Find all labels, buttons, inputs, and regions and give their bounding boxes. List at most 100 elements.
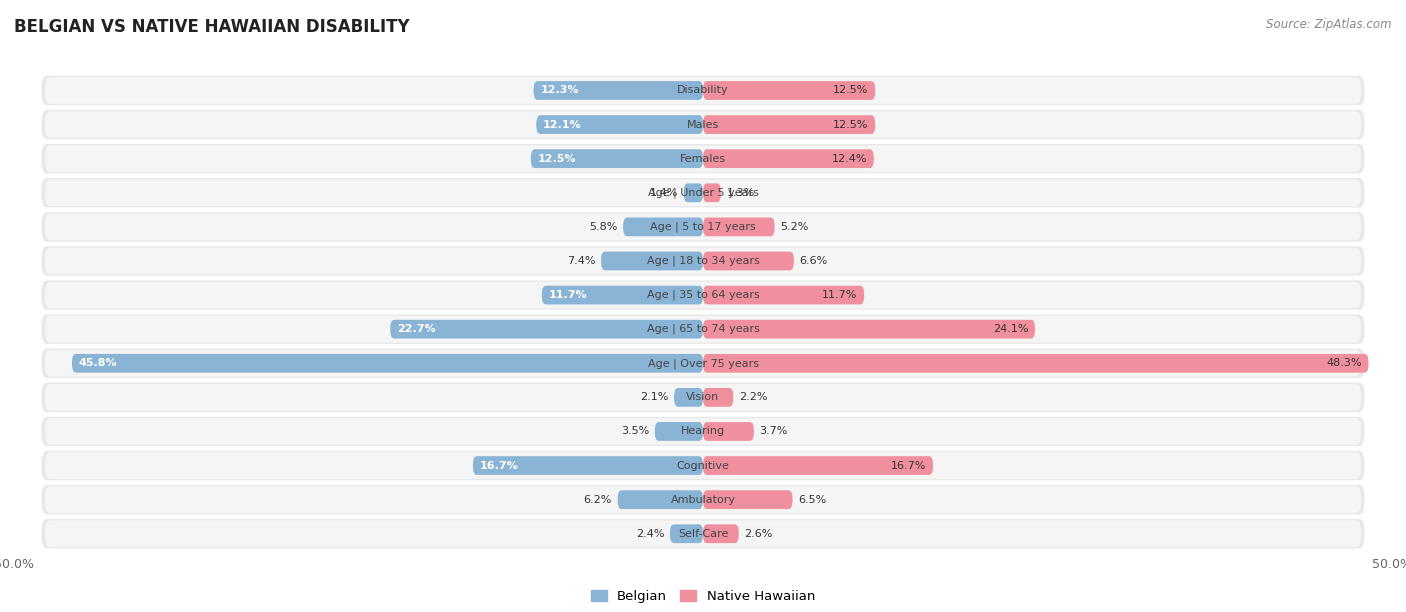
FancyBboxPatch shape [45, 350, 1361, 376]
FancyBboxPatch shape [531, 149, 703, 168]
Text: 12.1%: 12.1% [543, 119, 582, 130]
Text: Ambulatory: Ambulatory [671, 494, 735, 505]
Text: BELGIAN VS NATIVE HAWAIIAN DISABILITY: BELGIAN VS NATIVE HAWAIIAN DISABILITY [14, 18, 409, 36]
FancyBboxPatch shape [42, 382, 1364, 412]
Text: Cognitive: Cognitive [676, 461, 730, 471]
FancyBboxPatch shape [42, 485, 1364, 514]
Text: 12.5%: 12.5% [832, 86, 869, 95]
Text: 2.2%: 2.2% [738, 392, 768, 402]
Text: 12.5%: 12.5% [832, 119, 869, 130]
FancyBboxPatch shape [42, 76, 1364, 105]
FancyBboxPatch shape [703, 81, 875, 100]
FancyBboxPatch shape [42, 178, 1364, 207]
Text: 5.2%: 5.2% [780, 222, 808, 232]
Text: Age | 18 to 34 years: Age | 18 to 34 years [647, 256, 759, 266]
FancyBboxPatch shape [42, 212, 1364, 242]
FancyBboxPatch shape [45, 487, 1361, 513]
FancyBboxPatch shape [703, 149, 875, 168]
Text: 12.4%: 12.4% [831, 154, 868, 163]
Text: 2.6%: 2.6% [744, 529, 773, 539]
Text: Age | 65 to 74 years: Age | 65 to 74 years [647, 324, 759, 334]
Text: Self-Care: Self-Care [678, 529, 728, 539]
FancyBboxPatch shape [42, 417, 1364, 446]
FancyBboxPatch shape [45, 214, 1361, 240]
Text: 6.5%: 6.5% [799, 494, 827, 505]
FancyBboxPatch shape [541, 286, 703, 304]
Text: Source: ZipAtlas.com: Source: ZipAtlas.com [1267, 18, 1392, 31]
FancyBboxPatch shape [391, 320, 703, 338]
Text: Disability: Disability [678, 86, 728, 95]
FancyBboxPatch shape [703, 217, 775, 236]
FancyBboxPatch shape [42, 280, 1364, 310]
Text: Females: Females [681, 154, 725, 163]
FancyBboxPatch shape [623, 217, 703, 236]
FancyBboxPatch shape [45, 146, 1361, 172]
Legend: Belgian, Native Hawaiian: Belgian, Native Hawaiian [585, 584, 821, 608]
FancyBboxPatch shape [42, 246, 1364, 275]
Text: 3.5%: 3.5% [621, 427, 650, 436]
FancyBboxPatch shape [42, 519, 1364, 548]
Text: 1.4%: 1.4% [650, 188, 678, 198]
FancyBboxPatch shape [703, 354, 1368, 373]
FancyBboxPatch shape [72, 354, 703, 373]
FancyBboxPatch shape [655, 422, 703, 441]
FancyBboxPatch shape [45, 179, 1361, 206]
Text: 5.8%: 5.8% [589, 222, 617, 232]
FancyBboxPatch shape [45, 418, 1361, 445]
FancyBboxPatch shape [45, 77, 1361, 104]
FancyBboxPatch shape [703, 320, 1035, 338]
Text: Vision: Vision [686, 392, 720, 402]
Text: 11.7%: 11.7% [548, 290, 588, 300]
FancyBboxPatch shape [703, 422, 754, 441]
Text: 48.3%: 48.3% [1326, 358, 1361, 368]
FancyBboxPatch shape [42, 144, 1364, 173]
Text: 2.1%: 2.1% [640, 392, 669, 402]
FancyBboxPatch shape [45, 248, 1361, 274]
Text: 12.3%: 12.3% [540, 86, 579, 95]
Text: 2.4%: 2.4% [636, 529, 665, 539]
FancyBboxPatch shape [703, 388, 734, 407]
FancyBboxPatch shape [617, 490, 703, 509]
Text: 22.7%: 22.7% [396, 324, 436, 334]
FancyBboxPatch shape [703, 252, 794, 271]
Text: 16.7%: 16.7% [891, 461, 927, 471]
Text: Age | Under 5 years: Age | Under 5 years [648, 187, 758, 198]
FancyBboxPatch shape [703, 524, 738, 543]
FancyBboxPatch shape [669, 524, 703, 543]
FancyBboxPatch shape [45, 384, 1361, 411]
Text: 7.4%: 7.4% [567, 256, 596, 266]
FancyBboxPatch shape [472, 456, 703, 475]
FancyBboxPatch shape [42, 349, 1364, 378]
FancyBboxPatch shape [42, 451, 1364, 480]
FancyBboxPatch shape [533, 81, 703, 100]
FancyBboxPatch shape [45, 316, 1361, 343]
FancyBboxPatch shape [683, 184, 703, 202]
FancyBboxPatch shape [45, 452, 1361, 479]
FancyBboxPatch shape [45, 111, 1361, 138]
Text: 11.7%: 11.7% [823, 290, 858, 300]
FancyBboxPatch shape [42, 110, 1364, 140]
Text: 16.7%: 16.7% [479, 461, 519, 471]
FancyBboxPatch shape [42, 315, 1364, 344]
Text: 24.1%: 24.1% [993, 324, 1028, 334]
FancyBboxPatch shape [703, 490, 793, 509]
Text: 12.5%: 12.5% [537, 154, 576, 163]
Text: Hearing: Hearing [681, 427, 725, 436]
Text: Males: Males [688, 119, 718, 130]
Text: 6.6%: 6.6% [800, 256, 828, 266]
Text: 3.7%: 3.7% [759, 427, 787, 436]
FancyBboxPatch shape [703, 184, 721, 202]
FancyBboxPatch shape [673, 388, 703, 407]
Text: Age | 5 to 17 years: Age | 5 to 17 years [650, 222, 756, 232]
FancyBboxPatch shape [45, 282, 1361, 308]
FancyBboxPatch shape [45, 520, 1361, 547]
Text: 1.3%: 1.3% [727, 188, 755, 198]
Text: Age | 35 to 64 years: Age | 35 to 64 years [647, 290, 759, 300]
FancyBboxPatch shape [703, 115, 875, 134]
Text: Age | Over 75 years: Age | Over 75 years [648, 358, 758, 368]
FancyBboxPatch shape [536, 115, 703, 134]
FancyBboxPatch shape [703, 456, 934, 475]
Text: 45.8%: 45.8% [79, 358, 118, 368]
FancyBboxPatch shape [703, 286, 865, 304]
Text: 6.2%: 6.2% [583, 494, 612, 505]
